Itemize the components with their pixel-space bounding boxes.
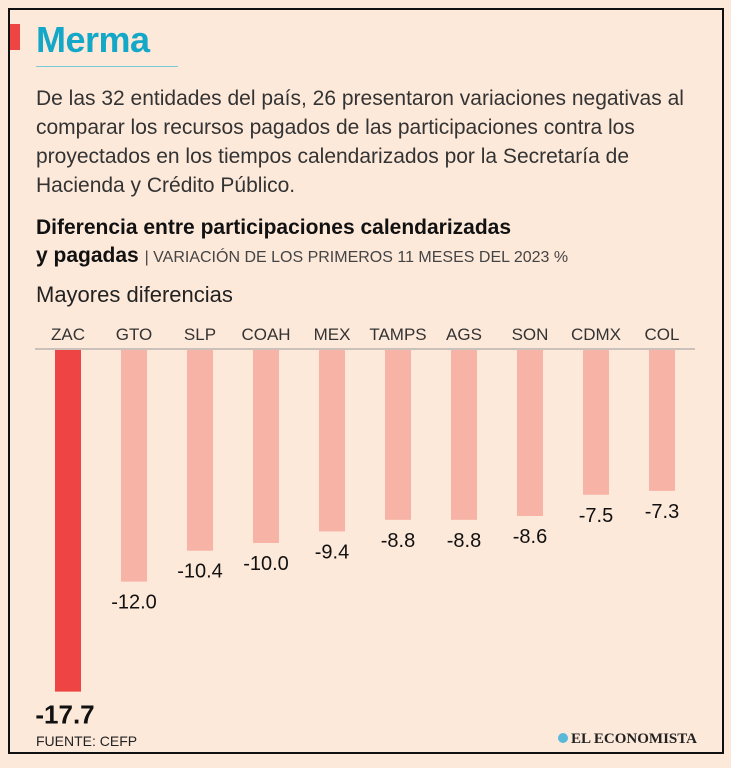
- value-label: -7.3: [645, 501, 679, 523]
- bar-son: [517, 350, 543, 516]
- value-label: -9.4: [315, 541, 349, 563]
- value-label: -8.6: [513, 526, 547, 548]
- category-label: CDMX: [571, 325, 621, 344]
- category-label: ZAC: [51, 325, 85, 344]
- bar-col: [649, 350, 675, 491]
- chart-subtitle: VARIACIÓN DE LOS PRIMEROS 11 MESES DEL 2…: [153, 249, 569, 266]
- bar-mex: [319, 350, 345, 532]
- value-label: -8.8: [381, 530, 415, 552]
- accent-mark: [10, 24, 20, 50]
- category-label: MEX: [314, 325, 351, 344]
- category-label: COL: [645, 325, 680, 344]
- bar-coah: [253, 350, 279, 543]
- value-label: -8.8: [447, 530, 481, 552]
- chart-title: Diferencia entre participaciones calenda…: [36, 216, 512, 239]
- value-label: -12.0: [111, 592, 157, 614]
- value-label: -10.4: [177, 561, 223, 583]
- value-label: -7.5: [579, 505, 613, 527]
- category-label: AGS: [446, 325, 482, 344]
- value-label: -10.0: [243, 553, 289, 575]
- category-label: SLP: [184, 325, 216, 344]
- chart-title-line2: y pagadas | VARIACIÓN DE LOS PRIMEROS 11…: [36, 244, 569, 267]
- frame: [8, 8, 724, 754]
- bar-slp: [187, 350, 213, 551]
- value-label: -17.7: [35, 700, 94, 730]
- section-label: Mayores diferencias: [36, 282, 233, 307]
- page-title: Merma: [36, 19, 150, 60]
- category-label: GTO: [116, 325, 153, 344]
- brand-name: EL ECONOMISTA: [571, 731, 697, 747]
- bar-gto: [121, 350, 147, 582]
- title-underline: [36, 66, 178, 67]
- bar-tamps: [385, 350, 411, 520]
- source: FUENTE: CEFP: [36, 733, 138, 749]
- bar-cdmx: [583, 350, 609, 495]
- bar-ags: [451, 350, 477, 520]
- logo-icon: [558, 733, 568, 743]
- brand-logo: EL ECONOMISTA: [558, 731, 697, 748]
- category-label: TAMPS: [369, 325, 426, 344]
- category-label: SON: [512, 325, 549, 344]
- category-label: COAH: [241, 325, 290, 344]
- bar-zac: [55, 350, 81, 692]
- description: De las 32 entidades del país, 26 present…: [36, 87, 684, 197]
- chart-title-2: y pagadas: [36, 244, 139, 267]
